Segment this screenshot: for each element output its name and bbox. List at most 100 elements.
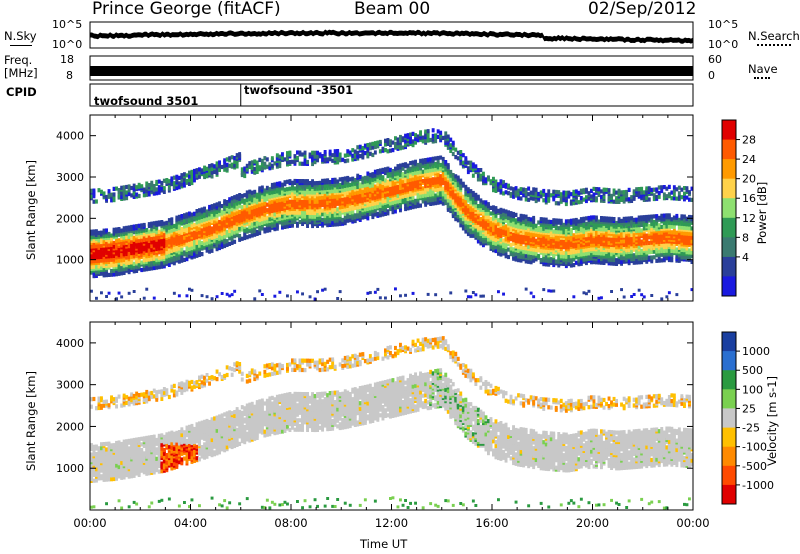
power-echo-cell bbox=[517, 248, 520, 253]
power-echo-cell bbox=[137, 249, 141, 254]
power-echo-cell bbox=[502, 292, 505, 296]
power-echo-cell bbox=[250, 229, 254, 234]
power-echo-cell bbox=[240, 236, 244, 241]
power-echo-cell bbox=[321, 186, 324, 191]
power-echo-cell bbox=[351, 153, 355, 158]
power-echo-cell bbox=[411, 192, 415, 197]
power-echo-cell bbox=[195, 225, 199, 230]
power-echo-cell bbox=[90, 289, 93, 293]
power-echo-cell bbox=[183, 218, 186, 223]
power-echo-cell bbox=[275, 187, 279, 192]
power-echo-cell bbox=[572, 295, 576, 299]
power-echo-cell bbox=[323, 193, 327, 198]
power-echo-cell bbox=[507, 227, 510, 232]
power-echo-cell bbox=[100, 291, 103, 295]
power-echo-cell bbox=[394, 141, 397, 146]
power-echo-cell bbox=[190, 180, 194, 186]
power-echo-cell bbox=[391, 189, 395, 194]
power-echo-cell bbox=[205, 226, 209, 231]
power-echo-cell bbox=[476, 168, 480, 173]
power-echo-cell bbox=[582, 216, 586, 221]
power-echo-cell bbox=[175, 178, 179, 183]
power-echo-cell bbox=[147, 266, 151, 271]
power-echo-cell bbox=[431, 186, 435, 191]
power-echo-cell bbox=[313, 181, 317, 186]
power-echo-cell bbox=[165, 233, 169, 238]
power-echo-cell bbox=[504, 235, 508, 240]
power-echo-cell bbox=[107, 231, 111, 237]
power-echo-cell bbox=[125, 225, 129, 230]
power-echo-cell bbox=[554, 189, 558, 195]
power-echo-cell bbox=[286, 154, 289, 160]
power-echo-cell bbox=[230, 199, 234, 204]
power-echo-cell bbox=[502, 183, 505, 188]
power-echo-cell bbox=[574, 234, 578, 239]
power-echo-cell bbox=[368, 291, 372, 295]
power-echo-cell bbox=[152, 187, 156, 192]
power-echo-cell bbox=[406, 202, 410, 207]
power-echo-cell bbox=[358, 154, 362, 159]
power-echo-cell bbox=[549, 219, 553, 225]
power-echo-cell bbox=[341, 176, 345, 182]
power-echo-cell bbox=[451, 173, 455, 178]
power-echo-cell bbox=[333, 211, 337, 216]
power-echo-cell bbox=[514, 223, 518, 229]
power-echo-cell bbox=[574, 195, 578, 200]
power-echo-cell bbox=[590, 188, 593, 193]
power-echo-cell bbox=[572, 263, 576, 268]
power-echo-cell bbox=[569, 218, 573, 223]
power-echo-cell bbox=[441, 164, 445, 169]
power-echo-cell bbox=[185, 212, 189, 217]
power-echo-cell bbox=[459, 178, 463, 183]
power-echo-cell bbox=[373, 290, 377, 294]
power-echo-cell bbox=[336, 149, 340, 154]
power-echo-cell bbox=[454, 211, 458, 216]
power-echo-cell bbox=[532, 215, 536, 221]
power-echo-cell bbox=[451, 151, 455, 157]
power-echo-cell bbox=[567, 194, 571, 199]
power-echo-cell bbox=[210, 219, 214, 224]
power-echo-cell bbox=[562, 230, 566, 235]
power-echo-cell bbox=[311, 196, 314, 201]
power-echo-cell bbox=[167, 229, 171, 234]
power-echo-cell bbox=[366, 291, 370, 295]
power-echo-cell bbox=[346, 158, 350, 163]
power-echo-cell bbox=[547, 229, 551, 234]
power-echo-cell bbox=[301, 199, 304, 204]
power-echo-cell bbox=[373, 144, 377, 150]
power-echo-cell bbox=[147, 190, 151, 195]
power-echo-cell bbox=[507, 247, 510, 252]
power-echo-cell bbox=[497, 182, 500, 187]
power-echo-cell bbox=[557, 235, 561, 240]
power-echo-cell bbox=[414, 133, 417, 138]
power-echo-cell bbox=[255, 213, 259, 218]
power-echo-cell bbox=[552, 229, 556, 234]
power-echo-cell bbox=[228, 294, 232, 298]
power-echo-cell bbox=[142, 232, 146, 237]
power-echo-cell bbox=[504, 218, 508, 223]
power-echo-cell bbox=[228, 197, 232, 202]
power-echo-cell bbox=[574, 217, 578, 223]
power-echo-cell bbox=[120, 185, 124, 190]
power-echo-cell bbox=[248, 213, 252, 218]
power-echo-cell bbox=[198, 167, 201, 172]
power-echo-cell bbox=[368, 142, 372, 147]
nsky-tick-bottom: 10^0 bbox=[52, 38, 83, 51]
power-echo-cell bbox=[502, 212, 505, 217]
power-echo-cell bbox=[404, 199, 407, 204]
power-echo-cell bbox=[484, 222, 488, 227]
power-echo-cell bbox=[157, 188, 161, 193]
power-echo-cell bbox=[492, 246, 495, 251]
power-echo-cell bbox=[348, 218, 352, 223]
power-echo-cell bbox=[210, 163, 214, 168]
beam-title: Beam 00 bbox=[354, 0, 431, 19]
power-echo-cell bbox=[331, 153, 335, 158]
power-echo-cell bbox=[532, 295, 536, 299]
power-echo-cell bbox=[381, 167, 385, 172]
power-echo-cell bbox=[112, 186, 116, 191]
power-echo-cell bbox=[579, 250, 583, 255]
power-echo-cell bbox=[552, 259, 556, 264]
power-echo-cell bbox=[303, 154, 307, 159]
freq-unit-label: [MHz] bbox=[4, 66, 38, 80]
power-echo-cell bbox=[537, 226, 541, 231]
